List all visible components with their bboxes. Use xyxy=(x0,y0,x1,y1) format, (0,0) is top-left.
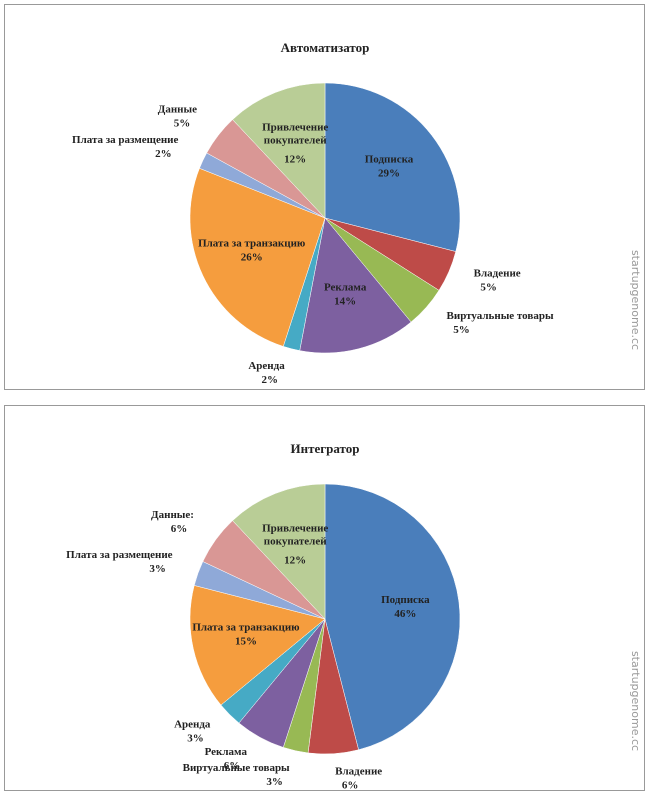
slice-label: Подписка xyxy=(381,594,430,606)
slice-label: Плата за транзакцию xyxy=(192,622,299,634)
slice-value-label: 12% xyxy=(284,555,306,567)
slice-label: Привлечение покупателей xyxy=(262,122,328,147)
slice-value-label: 5% xyxy=(480,281,497,293)
slice-value-label: 5% xyxy=(453,324,470,336)
pie-slice xyxy=(232,82,326,219)
slice-label: Владение xyxy=(335,766,382,778)
slice-label: Данные xyxy=(158,104,197,116)
slice-value-label: 46% xyxy=(394,608,416,620)
chart-title: Интегратор xyxy=(291,441,360,456)
slice-label: Плата за размещение xyxy=(72,134,179,146)
slice-value-label: 15% xyxy=(235,636,257,648)
chart-frame xyxy=(4,405,645,791)
slice-label: Виртуальные товары xyxy=(183,762,290,774)
pie-slice xyxy=(189,167,326,347)
slice-value-label: 2% xyxy=(155,148,172,160)
watermark: startupgenome.cc xyxy=(629,250,642,350)
slice-label: Аренда xyxy=(174,719,211,731)
slice-value-label: 2% xyxy=(261,374,278,386)
slice-label: Реклама xyxy=(324,281,367,293)
slice-value-label: 14% xyxy=(334,295,356,307)
pie-slice xyxy=(232,483,326,620)
slice-label: Аренда xyxy=(248,360,285,372)
chart-frame xyxy=(4,4,645,390)
slice-label: Виртуальные товары xyxy=(447,310,554,322)
chart-title: Автоматизатор xyxy=(281,40,370,55)
pie-slice xyxy=(324,483,461,751)
slice-value-label: 6% xyxy=(224,760,241,772)
slice-label: Владение xyxy=(474,267,521,279)
pie-slice xyxy=(324,82,461,252)
pie-slice xyxy=(189,585,326,706)
slice-label: Плата за транзакцию xyxy=(198,237,305,249)
slice-value-label: 29% xyxy=(378,167,400,179)
slice-label: Данные: xyxy=(151,509,194,521)
slice-value-label: 6% xyxy=(342,780,359,792)
watermark: startupgenome.cc xyxy=(629,651,642,751)
slice-label: Плата за размещение xyxy=(66,549,173,561)
pie-slice xyxy=(299,217,412,354)
slice-value-label: 3% xyxy=(187,733,204,745)
slice-label: Реклама xyxy=(205,746,248,758)
slice-value-label: 3% xyxy=(266,776,283,788)
slice-value-label: 12% xyxy=(284,154,306,166)
slice-label: Подписка xyxy=(365,153,414,165)
slice-value-label: 26% xyxy=(241,251,263,263)
slice-value-label: 5% xyxy=(174,118,191,130)
slice-value-label: 6% xyxy=(171,523,188,535)
slice-value-label: 3% xyxy=(149,563,166,575)
slice-label: Привлечение покупателей xyxy=(262,523,328,548)
